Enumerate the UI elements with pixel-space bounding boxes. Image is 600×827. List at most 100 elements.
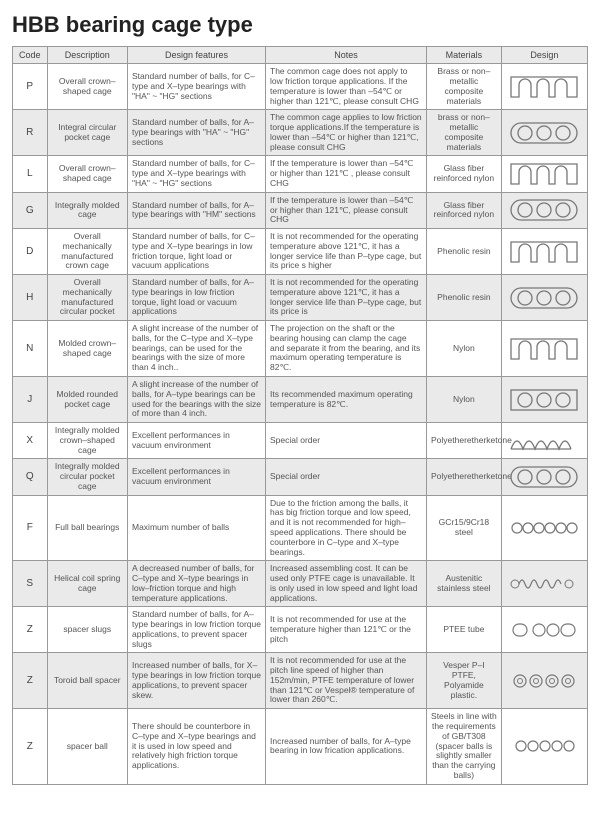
- cell-feat: Standard number of balls, for C–type and…: [128, 156, 266, 192]
- cell-mat: Polyetheretherketone: [427, 423, 502, 459]
- cell-code: F: [13, 495, 48, 561]
- cell-notes: It is not recommended for use at the tem…: [266, 607, 427, 653]
- table-row: JMolded rounded pocket cageA slight incr…: [13, 377, 588, 423]
- cell-notes: Due to the friction among the balls, it …: [266, 495, 427, 561]
- cell-mat: PTEE tube: [427, 607, 502, 653]
- table-row: GIntegrally molded cageStandard number o…: [13, 192, 588, 228]
- cell-desc: Molded crown–shaped cage: [47, 321, 128, 377]
- table-row: Zspacer ballThere should be counterbore …: [13, 709, 588, 784]
- cell-code: X: [13, 423, 48, 459]
- cell-desc: spacer slugs: [47, 607, 128, 653]
- cell-mat: brass or non–metallic composite material…: [427, 110, 502, 156]
- cell-feat: A slight increase of the number of balls…: [128, 321, 266, 377]
- cell-notes: The projection on the shaft or the beari…: [266, 321, 427, 377]
- table-row: Zspacer slugsStandard number of balls, f…: [13, 607, 588, 653]
- cell-code: Z: [13, 607, 48, 653]
- col-desc: Description: [47, 47, 128, 64]
- cell-desc: Full ball bearings: [47, 495, 128, 561]
- cell-mat: Polyetheretherketone: [427, 459, 502, 495]
- cell-mat: Phenolic resin: [427, 275, 502, 321]
- cell-code: L: [13, 156, 48, 192]
- cell-mat: Vesper P–I PTFE, Polyamide plastic.: [427, 653, 502, 709]
- table-row: POverall crown–shaped cageStandard numbe…: [13, 64, 588, 110]
- cell-code: J: [13, 377, 48, 423]
- page-title: HBB bearing cage type: [12, 12, 588, 38]
- table-row: QIntegrally molded circular pocket cageE…: [13, 459, 588, 495]
- cell-mat: Brass or non–metallic composite material…: [427, 64, 502, 110]
- cell-desc: Overall crown–shaped cage: [47, 156, 128, 192]
- cell-notes: If the temperature is lower than –54℃ or…: [266, 156, 427, 192]
- cell-design: [501, 64, 587, 110]
- cell-desc: spacer ball: [47, 709, 128, 784]
- table-row: DOverall mechanically manufactured crown…: [13, 229, 588, 275]
- cell-design: [501, 110, 587, 156]
- cell-feat: A decreased number of balls, for C–type …: [128, 561, 266, 607]
- cell-feat: Standard number of balls, for A–type bea…: [128, 275, 266, 321]
- cell-mat: Phenolic resin: [427, 229, 502, 275]
- cell-desc: Overall crown–shaped cage: [47, 64, 128, 110]
- cell-feat: Increased number of balls, for X–type be…: [128, 653, 266, 709]
- cell-mat: GCr15/9Cr18 steel: [427, 495, 502, 561]
- cell-design: [501, 423, 587, 459]
- cell-design: [501, 275, 587, 321]
- cell-code: R: [13, 110, 48, 156]
- cell-code: Z: [13, 653, 48, 709]
- cell-feat: Standard number of balls, for C–type and…: [128, 229, 266, 275]
- cell-feat: There should be counterbore in C–type an…: [128, 709, 266, 784]
- cell-notes: The common cage does not apply to low fr…: [266, 64, 427, 110]
- cell-design: [501, 495, 587, 561]
- cell-notes: It is not recommended for the operating …: [266, 229, 427, 275]
- cell-code: N: [13, 321, 48, 377]
- col-mat: Materials: [427, 47, 502, 64]
- table-row: XIntegrally molded crown–shaped cageExce…: [13, 423, 588, 459]
- cell-design: [501, 377, 587, 423]
- table-row: SHelical coil spring cageA decreased num…: [13, 561, 588, 607]
- cell-notes: Special order: [266, 423, 427, 459]
- cell-mat: Nylon: [427, 321, 502, 377]
- cell-desc: Integrally molded circular pocket cage: [47, 459, 128, 495]
- cell-desc: Toroid ball spacer: [47, 653, 128, 709]
- table-row: FFull ball bearingsMaximum number of bal…: [13, 495, 588, 561]
- table-header-row: Code Description Design features Notes M…: [13, 47, 588, 64]
- cell-design: [501, 709, 587, 784]
- cell-code: P: [13, 64, 48, 110]
- cell-desc: Integrally molded cage: [47, 192, 128, 228]
- cell-design: [501, 192, 587, 228]
- cell-code: H: [13, 275, 48, 321]
- cell-notes: Increased number of balls, for A–type be…: [266, 709, 427, 784]
- cell-notes: If the temperature is lower than –54℃ or…: [266, 192, 427, 228]
- cell-design: [501, 459, 587, 495]
- table-row: LOverall crown–shaped cageStandard numbe…: [13, 156, 588, 192]
- bearing-table: Code Description Design features Notes M…: [12, 46, 588, 785]
- cell-feat: Maximum number of balls: [128, 495, 266, 561]
- table-row: ZToroid ball spacerIncreased number of b…: [13, 653, 588, 709]
- cell-code: D: [13, 229, 48, 275]
- cell-mat: Austenitic stainless steel: [427, 561, 502, 607]
- cell-design: [501, 321, 587, 377]
- table-row: RIntegral circular pocket cageStandard n…: [13, 110, 588, 156]
- cell-mat: Steels in line with the requirements of …: [427, 709, 502, 784]
- cell-design: [501, 156, 587, 192]
- cell-desc: Helical coil spring cage: [47, 561, 128, 607]
- cell-desc: Molded rounded pocket cage: [47, 377, 128, 423]
- col-feat: Design features: [128, 47, 266, 64]
- cell-desc: Overall mechanically manufactured crown …: [47, 229, 128, 275]
- cell-notes: It is not recommended for the operating …: [266, 275, 427, 321]
- cell-desc: Integral circular pocket cage: [47, 110, 128, 156]
- cell-code: Q: [13, 459, 48, 495]
- cell-design: [501, 607, 587, 653]
- cell-feat: Excellent performances in vacuum environ…: [128, 423, 266, 459]
- cell-mat: Nylon: [427, 377, 502, 423]
- cell-notes: It is not recommended for use at the pit…: [266, 653, 427, 709]
- cell-mat: Glass fiber reinforced nylon: [427, 192, 502, 228]
- cell-feat: Standard number of balls, for A–type bea…: [128, 110, 266, 156]
- cell-notes: Its recommended maximum operating temper…: [266, 377, 427, 423]
- cell-notes: Increased assembling cost. It can be use…: [266, 561, 427, 607]
- col-code: Code: [13, 47, 48, 64]
- table-row: NMolded crown–shaped cageA slight increa…: [13, 321, 588, 377]
- cell-feat: Excellent performances in vacuum environ…: [128, 459, 266, 495]
- col-notes: Notes: [266, 47, 427, 64]
- cell-feat: Standard number of balls, for C–type and…: [128, 64, 266, 110]
- cell-code: G: [13, 192, 48, 228]
- cell-notes: Special order: [266, 459, 427, 495]
